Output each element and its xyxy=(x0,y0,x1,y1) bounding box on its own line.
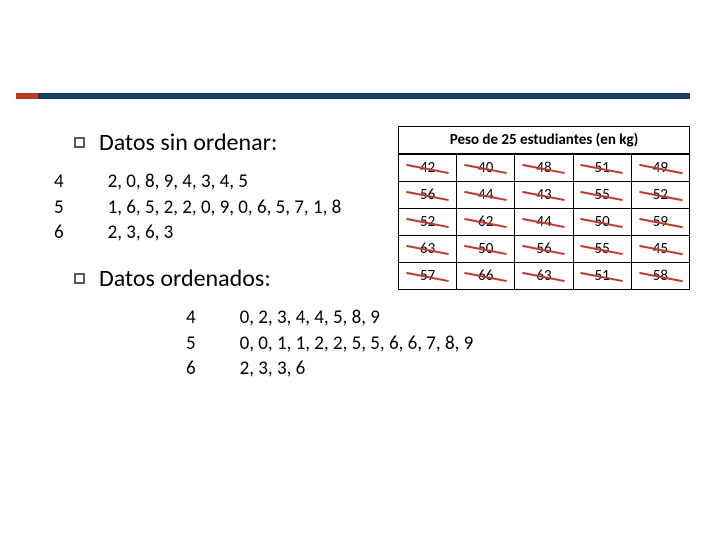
table-cell: 50 xyxy=(457,236,515,263)
table-cell: 45 xyxy=(631,236,689,263)
leaf-row: 2, 0, 8, 9, 4, 3, 4, 5 xyxy=(108,169,342,195)
table-cell: 40 xyxy=(457,155,515,182)
table-cell: 62 xyxy=(457,209,515,236)
unordered-stems: 4 5 6 xyxy=(54,169,64,246)
stem-value: 5 xyxy=(186,331,196,357)
bullet-square-icon xyxy=(74,273,85,284)
table-cell: 56 xyxy=(515,236,573,263)
table-row: 5262445059 xyxy=(399,209,690,236)
table-cell: 43 xyxy=(515,182,573,209)
table-cell: 59 xyxy=(631,209,689,236)
table-cell: 58 xyxy=(631,263,689,290)
unordered-leaves: 2, 0, 8, 9, 4, 3, 4, 5 1, 6, 5, 2, 2, 0,… xyxy=(108,169,342,246)
table-cell: 52 xyxy=(631,182,689,209)
table-title: Peso de 25 estudiantes (en kg) xyxy=(398,126,690,154)
ordered-stems: 4 5 6 xyxy=(186,305,196,382)
ordered-leaves: 0, 2, 3, 4, 4, 5, 8, 9 0, 0, 1, 1, 2, 2,… xyxy=(240,305,474,382)
table-cell: 57 xyxy=(399,263,457,290)
table-cell: 48 xyxy=(515,155,573,182)
table-cell: 63 xyxy=(399,236,457,263)
accent-navy-segment xyxy=(38,93,690,99)
table-cell: 55 xyxy=(573,236,631,263)
table-row: 5644435552 xyxy=(399,182,690,209)
table-row: 6350565545 xyxy=(399,236,690,263)
table-cell: 49 xyxy=(631,155,689,182)
leaf-row: 0, 2, 3, 4, 4, 5, 8, 9 xyxy=(240,305,474,331)
heading-ordered: Datos ordenados: xyxy=(99,264,271,293)
table-cell: 52 xyxy=(399,209,457,236)
table-row: 4240485149 xyxy=(399,155,690,182)
weights-table-wrap: Peso de 25 estudiantes (en kg) 424048514… xyxy=(398,126,690,290)
bullet-square-icon xyxy=(74,137,85,148)
stem-value: 4 xyxy=(186,305,196,331)
stem-value: 5 xyxy=(54,195,64,221)
table-cell: 56 xyxy=(399,182,457,209)
weights-table: 4240485149564443555252624450596350565545… xyxy=(398,154,690,290)
table-cell: 44 xyxy=(457,182,515,209)
table-cell: 51 xyxy=(573,155,631,182)
table-cell: 44 xyxy=(515,209,573,236)
header-accent xyxy=(0,93,720,99)
leaf-row: 2, 3, 6, 3 xyxy=(108,220,342,246)
stem-value: 4 xyxy=(54,169,64,195)
leaf-row: 1, 6, 5, 2, 2, 0, 9, 0, 6, 5, 7, 1, 8 xyxy=(108,195,342,221)
accent-red-segment xyxy=(16,93,38,99)
table-cell: 55 xyxy=(573,182,631,209)
table-cell: 42 xyxy=(399,155,457,182)
ordered-stemleaf: 4 5 6 0, 2, 3, 4, 4, 5, 8, 9 0, 0, 1, 1,… xyxy=(186,305,720,382)
table-cell: 66 xyxy=(457,263,515,290)
table-cell: 51 xyxy=(573,263,631,290)
table-row: 5766635158 xyxy=(399,263,690,290)
stem-value: 6 xyxy=(54,220,64,246)
table-cell: 63 xyxy=(515,263,573,290)
leaf-row: 2, 3, 3, 6 xyxy=(240,356,474,382)
table-cell: 50 xyxy=(573,209,631,236)
stem-value: 6 xyxy=(186,356,196,382)
leaf-row: 0, 0, 1, 1, 2, 2, 5, 5, 6, 6, 7, 8, 9 xyxy=(240,331,474,357)
heading-unordered: Datos sin ordenar: xyxy=(99,128,277,157)
